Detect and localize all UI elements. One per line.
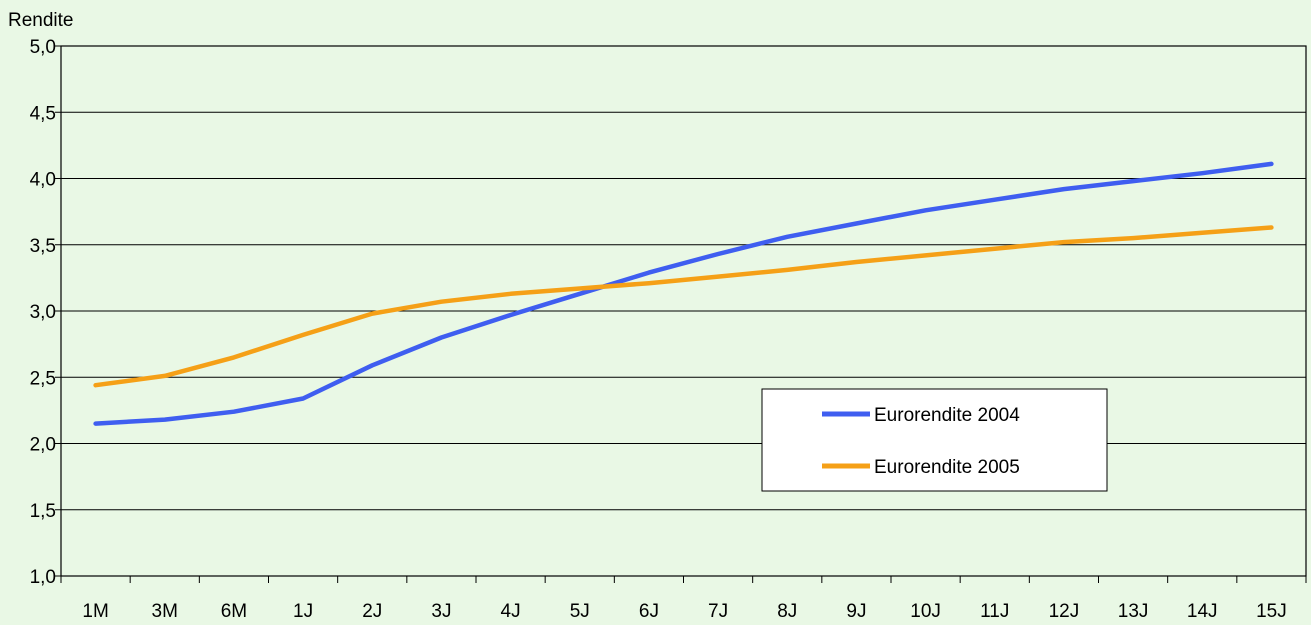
- x-tick-label: 2J: [362, 601, 382, 622]
- x-tick-label: 8J: [777, 601, 797, 622]
- x-tick-label: 9J: [846, 601, 866, 622]
- x-axis-ticks: 1M 3M 6M 1J 2J 3J 4J 5J 6J 7J 8J 9J 10J 11J 12J 13J 14J 1…: [60, 576, 1307, 622]
- x-tick-label: 5J: [570, 601, 590, 622]
- legend-label-2005: Eurorendite 2005: [874, 457, 1020, 478]
- x-tick-label: 6J: [639, 601, 659, 622]
- series-line-0: [93, 161, 1274, 426]
- gridlines: [61, 111, 1306, 511]
- x-tick-label: 4J: [501, 601, 521, 622]
- legend-label-2004: Eurorendite 2004: [874, 405, 1020, 426]
- y-tick-label: 4,0: [30, 170, 56, 191]
- series-line-1: [93, 225, 1274, 388]
- y-tick-label: 2,0: [30, 435, 56, 456]
- x-tick-label: 6M: [221, 601, 247, 622]
- y-tick-label: 3,0: [30, 302, 56, 323]
- x-tick-label: 10J: [910, 601, 941, 622]
- x-tick-label: 3J: [431, 601, 451, 622]
- y-axis-ticks: 1,0 1,5 2,0 2,5 3,0 3,5 4,0 4,5 5,0: [30, 37, 61, 588]
- x-tick-label: 7J: [708, 601, 728, 622]
- x-tick-label: 14J: [1187, 601, 1218, 622]
- y-tick-label: 3,5: [30, 236, 56, 257]
- x-tick-label: 1J: [293, 601, 313, 622]
- x-tick-label: 11J: [980, 601, 1009, 622]
- x-tick-label: 3M: [152, 601, 178, 622]
- legend-box: [761, 388, 1108, 492]
- x-tick-label: 12J: [1049, 601, 1080, 622]
- x-tick-label: 15J: [1256, 601, 1287, 622]
- y-tick-label: 5,0: [30, 37, 56, 58]
- y-axis-label: Rendite: [8, 10, 74, 31]
- series-lines: [93, 161, 1274, 426]
- y-tick-label: 1,5: [30, 501, 56, 522]
- y-tick-label: 2,5: [30, 368, 56, 389]
- x-tick-label: 13J: [1118, 601, 1149, 622]
- legend: Eurorendite 2004 Eurorendite 2005: [761, 388, 1108, 492]
- y-tick-label: 4,5: [30, 103, 56, 124]
- x-tick-label: 1M: [82, 601, 108, 622]
- y-tick-label: 1,0: [30, 567, 56, 588]
